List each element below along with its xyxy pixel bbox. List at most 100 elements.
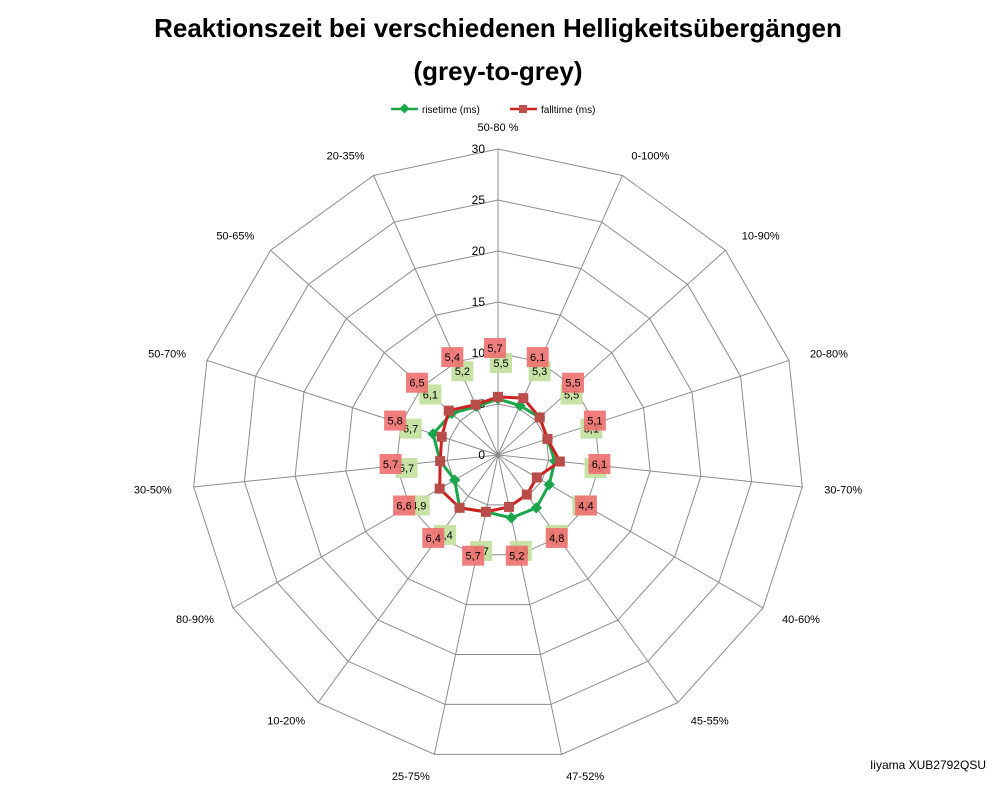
category-labels: 50-80 % 0-100% 10-90% 20-80% 30-70% 40-60% 45-… <box>134 122 862 783</box>
legend-label-risetime: risetime (ms) <box>422 105 480 116</box>
legend-item-falltime: falltime (ms) <box>510 105 595 116</box>
grid-ring <box>345 301 651 606</box>
grid-ring <box>193 148 803 755</box>
falltime-point <box>542 433 553 444</box>
category-label: 20-80% <box>810 349 848 361</box>
data-label-bg <box>484 338 506 358</box>
data-label-bg <box>384 410 407 431</box>
data-label-text: 4,4 <box>578 501 593 513</box>
grid-spoke <box>497 454 803 488</box>
data-label-text: 5,4 <box>445 352 460 364</box>
grid-spoke <box>193 454 499 488</box>
data-label-bg <box>562 372 585 393</box>
data-label-text: 5,1 <box>587 416 602 428</box>
falltime-point <box>531 472 542 483</box>
data-label-text: 6,6 <box>396 501 411 513</box>
category-label: 30-70% <box>824 484 862 496</box>
risetime-point <box>543 478 555 491</box>
falltime-data-label: 4,4 <box>574 495 597 516</box>
data-label-text: 4,8 <box>549 533 564 545</box>
grid-ring <box>396 352 600 556</box>
falltime-data-label: 5,5 <box>562 372 585 393</box>
category-label: 10-90% <box>742 231 780 243</box>
risetime-point <box>427 428 439 440</box>
risetime-point <box>505 512 518 524</box>
data-label-text: 5,7 <box>466 551 481 563</box>
data-label-text: 5,7 <box>383 459 398 471</box>
series-layer <box>427 391 565 524</box>
falltime-data-label: 6,1 <box>526 347 549 368</box>
falltime-data-label: 6,1 <box>588 453 611 474</box>
legend-label-falltime: falltime (ms) <box>541 105 595 116</box>
data-label-text: 5,5 <box>565 378 580 390</box>
grid-ring <box>446 403 550 506</box>
category-label: 50-80 % <box>478 122 519 134</box>
grid-spoke <box>317 454 499 703</box>
category-label: 30-50% <box>134 484 172 496</box>
grid-ring <box>294 250 702 656</box>
tick-label: 10 <box>472 346 486 360</box>
data-label-text: 5,3 <box>532 366 547 378</box>
data-label-text: 5,2 <box>455 366 470 378</box>
data-label-text: 5,7 <box>487 343 502 355</box>
data-label-text: 5,7 <box>399 463 414 475</box>
legend: risetime (ms) falltime (ms) <box>391 103 595 116</box>
falltime-data-label: 5,8 <box>384 410 407 431</box>
tick-label: 25 <box>472 193 486 207</box>
risetime-point <box>449 474 461 486</box>
grid-ring <box>243 199 753 705</box>
legend-marker-falltime <box>519 105 527 113</box>
falltime-data-label: 5,1 <box>583 410 606 431</box>
grid-spoke <box>270 249 499 456</box>
chart-title-line1: Reaktionszeit bei verschiedenen Helligke… <box>154 13 842 43</box>
category-label: 10-20% <box>267 715 305 727</box>
falltime-point <box>435 456 446 467</box>
data-label-bg <box>379 453 402 474</box>
data-label-bg <box>588 453 611 474</box>
data-label-text: 6,5 <box>409 378 424 390</box>
falltime-point <box>480 506 491 517</box>
falltime-point <box>534 412 545 423</box>
data-label-bg <box>422 527 445 548</box>
falltime-data-label: 6,4 <box>422 527 445 548</box>
data-label-bg <box>393 495 416 516</box>
falltime-point <box>518 393 529 404</box>
legend-item-risetime: risetime (ms) <box>391 103 480 116</box>
category-label: 40-60% <box>782 614 820 626</box>
category-label: 47-52% <box>566 771 604 783</box>
chart-title-line2: (grey-to-grey) <box>413 56 582 86</box>
falltime-point <box>470 399 481 410</box>
falltime-point <box>504 501 515 512</box>
data-label-text: 6,4 <box>426 533 441 545</box>
data-label-bg <box>505 545 528 566</box>
data-label-bg <box>545 527 568 548</box>
falltime-data-label: 5,2 <box>505 545 528 566</box>
series-line-falltime <box>438 395 562 514</box>
category-label: 0-100% <box>631 150 669 162</box>
falltime-point <box>436 431 447 442</box>
data-label-text: 6,1 <box>592 459 607 471</box>
falltime-data-label: 5,7 <box>484 338 506 358</box>
falltime-data-label: 5,4 <box>441 347 464 368</box>
falltime-data-label: 4,8 <box>545 527 568 548</box>
data-label-bg <box>526 347 549 368</box>
grid-spoke <box>497 454 764 609</box>
risetime-point <box>530 502 543 514</box>
data-label-text: 6,1 <box>530 352 545 364</box>
category-label: 50-65% <box>216 231 254 243</box>
data-label-text: 5,5 <box>493 358 508 370</box>
watermark-text: Iiyama XUB2792QSU <box>869 758 986 772</box>
tick-label: 20 <box>472 244 486 258</box>
radar-grid <box>193 148 803 755</box>
category-label: 45-55% <box>691 715 729 727</box>
data-label-text: 5,8 <box>387 416 402 428</box>
falltime-data-label: 5,7 <box>379 453 402 474</box>
falltime-point <box>521 489 532 500</box>
falltime-point <box>443 405 454 416</box>
grid-spoke <box>206 359 499 456</box>
tick-label: 30 <box>472 142 486 156</box>
data-labels: 5,55,35,55,15,65,86,46,35,76,44,95,76,76… <box>379 338 611 566</box>
data-label-text: 5,2 <box>509 551 524 563</box>
falltime-point <box>454 502 465 513</box>
